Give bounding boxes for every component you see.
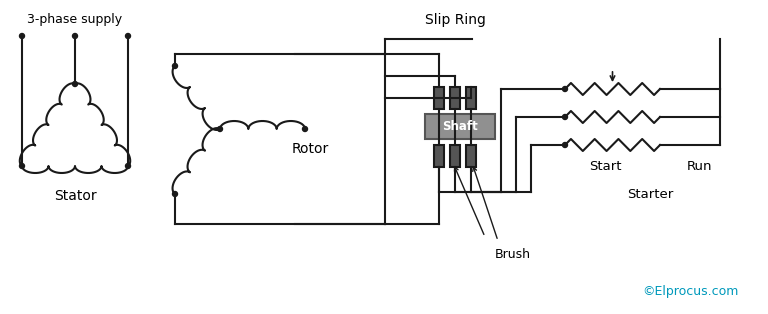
Text: ©Elprocus.com: ©Elprocus.com [642,285,738,299]
Circle shape [303,127,307,132]
Circle shape [562,115,568,120]
Text: Start: Start [589,160,621,172]
Circle shape [173,192,177,197]
Text: Starter: Starter [627,187,673,201]
Bar [450,145,460,167]
Circle shape [19,164,25,169]
Circle shape [72,82,78,86]
Circle shape [19,34,25,39]
Bar [434,87,444,109]
Text: 3-phase supply: 3-phase supply [28,14,123,26]
Bar [425,114,495,139]
Circle shape [72,34,78,39]
Bar [466,87,476,109]
Text: Brush: Brush [495,247,531,261]
Circle shape [562,143,568,148]
Bar [450,87,460,109]
Circle shape [217,127,223,132]
Bar [434,145,444,167]
Circle shape [125,34,131,39]
Circle shape [125,164,131,169]
Text: Rotor: Rotor [291,142,329,156]
Circle shape [173,63,177,68]
Circle shape [562,86,568,91]
Text: Shaft: Shaft [442,120,478,133]
Bar [466,145,476,167]
Text: Stator: Stator [54,189,96,203]
Text: Slip Ring: Slip Ring [425,13,485,27]
Text: Run: Run [687,160,713,172]
